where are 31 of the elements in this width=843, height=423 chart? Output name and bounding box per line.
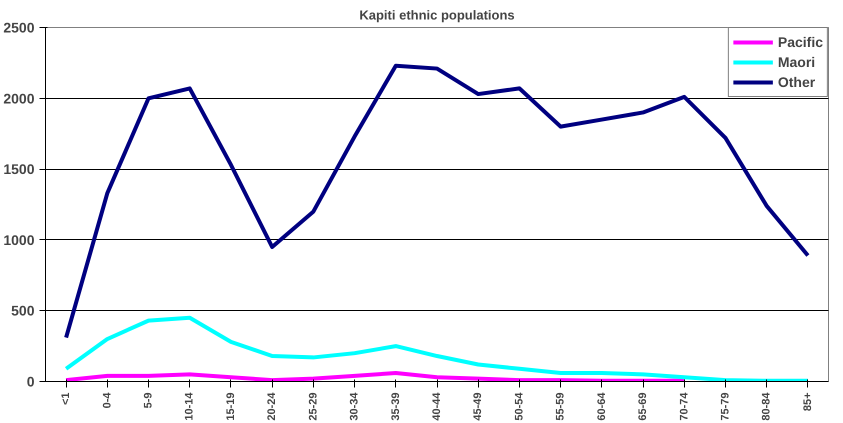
x-tick-label: 55-59: [554, 392, 567, 421]
legend-label: Maori: [778, 54, 816, 70]
legend-label: Other: [778, 74, 816, 90]
y-tick-label: 2000: [3, 90, 35, 106]
x-tick-label: 45-49: [472, 392, 484, 421]
y-tick-label: 0: [26, 374, 35, 390]
line-series: [64, 371, 686, 382]
x-tick-label: 75-79: [719, 392, 732, 421]
x-tick-label: 5-9: [142, 392, 155, 408]
x-tick-label: 10-14: [184, 392, 196, 421]
line-series: [64, 316, 810, 382]
x-tick-label: <1: [60, 392, 72, 406]
x-tick-label: 25-29: [307, 392, 320, 421]
y-tick-label: 500: [11, 302, 35, 319]
y-tick-label: 1000: [3, 232, 35, 248]
x-tick-label: 70-74: [678, 392, 690, 421]
x-tick-label: 85+: [802, 392, 814, 412]
x-tick-label: 20-24: [266, 392, 278, 421]
x-tick-label: 0-4: [101, 392, 114, 408]
x-tick-label: 30-34: [348, 392, 361, 421]
x-tick-label: 60-64: [596, 392, 608, 421]
chart-title: Kapiti ethnic populations: [359, 8, 515, 22]
x-tick-label: 40-44: [431, 392, 443, 421]
x-tick-label: 80-84: [760, 392, 773, 421]
x-tick-label: 65-69: [637, 392, 650, 421]
y-tick-label: 2500: [3, 20, 35, 36]
x-tick-label: 50-54: [513, 392, 526, 421]
y-tick-label: 1500: [3, 161, 35, 178]
x-tick-label: 35-39: [390, 392, 402, 421]
x-tick-label: 15-19: [224, 392, 237, 421]
legend-label: Pacific: [778, 34, 823, 50]
